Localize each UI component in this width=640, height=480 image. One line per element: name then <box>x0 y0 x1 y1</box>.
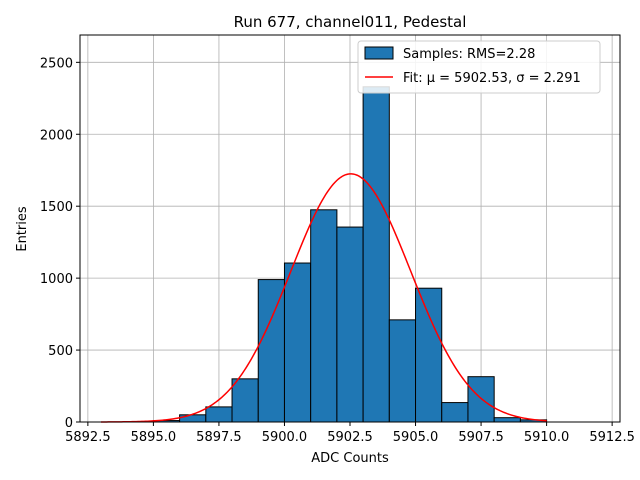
histogram-bars <box>152 86 548 423</box>
y-tick-label: 2500 <box>40 56 73 71</box>
x-axis-title: ADC Counts <box>311 451 389 466</box>
histogram-bar <box>441 402 469 423</box>
x-tick-label: 5892.5 <box>65 430 111 445</box>
x-tick-label: 5895.0 <box>131 430 177 445</box>
histogram-bar <box>415 287 443 423</box>
x-axis: 5892.5 5895.0 5897.5 5900.0 5902.5 5905.0 5907… <box>65 422 635 445</box>
y-tick-label: 500 <box>48 344 73 359</box>
x-tick-label: 5905.0 <box>393 430 439 445</box>
histogram-bar <box>179 414 207 423</box>
x-tick-label: 5900.0 <box>262 430 308 445</box>
x-tick-label: 5902.5 <box>327 430 373 445</box>
histogram-bar <box>310 209 338 423</box>
legend: Samples: RMS=2.28 Fit: μ = 5902.53, σ = … <box>357 40 601 94</box>
histogram-bar <box>283 262 312 423</box>
histogram-bar <box>493 417 521 423</box>
histogram-bar <box>336 226 364 423</box>
legend-label-fit: Fit: μ = 5902.53, σ = 2.291 <box>403 71 581 86</box>
y-axis-title: Entries <box>15 206 30 252</box>
gaussian-fit-curve <box>100 173 547 423</box>
y-tick-label: 1500 <box>40 200 73 215</box>
legend-swatch-samples <box>364 46 394 60</box>
legend-box <box>357 40 601 94</box>
y-axis: 0 500 1000 1500 2000 2500 <box>40 56 80 431</box>
histogram-bar <box>205 406 233 423</box>
y-tick-label: 0 <box>65 416 73 431</box>
histogram-bar <box>388 319 417 423</box>
histogram-bar <box>231 378 259 423</box>
histogram-bar <box>362 86 390 423</box>
legend-label-samples: Samples: RMS=2.28 <box>403 47 535 62</box>
y-tick-label: 1000 <box>40 272 73 287</box>
chart-title: Run 677, channel011, Pedestal <box>234 13 467 31</box>
x-tick-label: 5907.5 <box>458 430 504 445</box>
histogram-bar <box>257 279 285 423</box>
x-tick-label: 5912.5 <box>589 430 635 445</box>
x-tick-label: 5897.5 <box>196 430 242 445</box>
y-tick-label: 2000 <box>40 128 73 143</box>
x-tick-label: 5910.0 <box>524 430 570 445</box>
